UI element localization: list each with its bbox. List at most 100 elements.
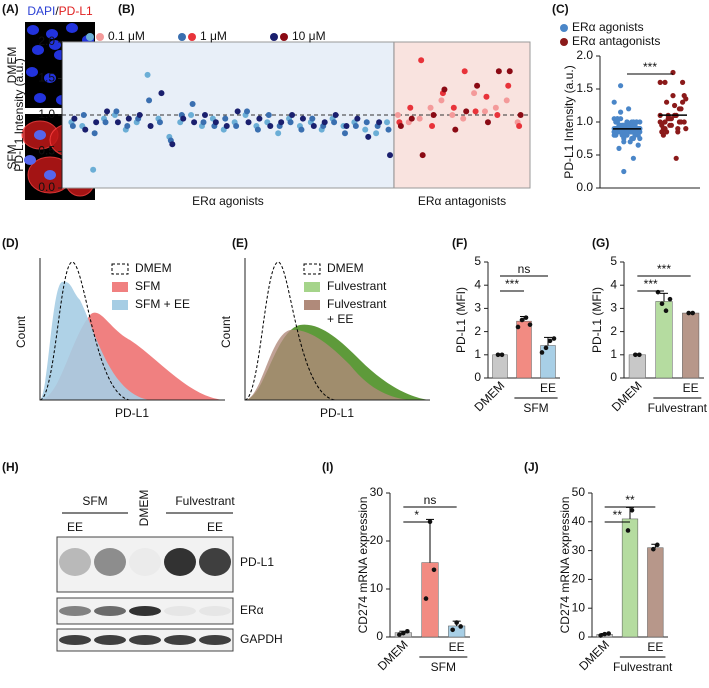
y-axis-label: PD-L1 (MFI) bbox=[454, 287, 468, 353]
point bbox=[678, 106, 684, 112]
point bbox=[505, 82, 512, 89]
legend-swatch bbox=[304, 282, 320, 292]
point bbox=[394, 112, 401, 118]
legend-label: ERα antagonists bbox=[572, 34, 660, 48]
significance-label: * bbox=[414, 508, 419, 522]
x-axis-label: PD-L1 bbox=[115, 406, 149, 420]
band bbox=[59, 606, 91, 616]
point bbox=[672, 102, 678, 109]
point bbox=[423, 596, 429, 601]
point bbox=[598, 633, 603, 638]
legend-label: Fulvestrant bbox=[327, 279, 387, 293]
point bbox=[125, 115, 132, 122]
nucleus bbox=[34, 130, 46, 140]
y-tick-label: 0 bbox=[376, 629, 383, 643]
point bbox=[474, 82, 481, 89]
panel-label: (H) bbox=[2, 460, 19, 474]
band bbox=[164, 548, 196, 576]
band bbox=[199, 548, 231, 576]
band bbox=[59, 548, 91, 576]
point bbox=[667, 296, 673, 302]
point bbox=[362, 126, 369, 133]
y-tick-label: 2 bbox=[610, 324, 617, 338]
y-tick-label: 0 bbox=[578, 629, 585, 643]
y-tick-label: 3 bbox=[474, 301, 481, 315]
point bbox=[662, 119, 668, 125]
point bbox=[551, 336, 557, 341]
point bbox=[299, 115, 306, 122]
point bbox=[495, 352, 501, 358]
point bbox=[136, 112, 143, 118]
point bbox=[655, 542, 660, 548]
legend-dot bbox=[96, 33, 104, 41]
point bbox=[441, 86, 448, 93]
x-tick-label: EE bbox=[540, 381, 556, 395]
band bbox=[59, 635, 91, 645]
point bbox=[472, 108, 479, 115]
stain: PD-L1 bbox=[59, 4, 93, 18]
panel-label: (I) bbox=[322, 460, 333, 474]
axis bbox=[244, 258, 430, 401]
legend-label: 0.1 μM bbox=[108, 29, 145, 43]
panel-label: (G) bbox=[592, 236, 609, 250]
point bbox=[629, 507, 635, 513]
point bbox=[407, 104, 414, 111]
legend-dot bbox=[280, 33, 288, 41]
point bbox=[287, 119, 294, 126]
point bbox=[200, 119, 207, 126]
point bbox=[683, 126, 689, 132]
point bbox=[616, 122, 622, 128]
point bbox=[69, 122, 76, 129]
point bbox=[547, 338, 553, 344]
point bbox=[659, 301, 665, 307]
point bbox=[310, 122, 317, 129]
point bbox=[616, 145, 622, 151]
band bbox=[164, 606, 196, 616]
bar bbox=[621, 518, 639, 638]
band bbox=[94, 548, 126, 576]
point bbox=[431, 567, 437, 573]
point bbox=[461, 68, 468, 75]
point bbox=[169, 141, 176, 148]
legend-dot bbox=[86, 33, 94, 41]
y-axis-label: CD274 mRNA expression bbox=[558, 497, 572, 634]
point bbox=[633, 352, 638, 358]
panel-label: (D) bbox=[2, 236, 19, 250]
point bbox=[664, 129, 670, 135]
point bbox=[618, 116, 624, 122]
point bbox=[690, 310, 695, 316]
y-tick-label: 3 bbox=[610, 301, 617, 315]
point bbox=[668, 122, 675, 128]
point bbox=[384, 119, 391, 126]
band-label: ERα bbox=[240, 603, 264, 617]
point bbox=[341, 130, 348, 137]
point bbox=[519, 317, 525, 323]
point bbox=[321, 119, 328, 126]
y-axis-label: Count bbox=[14, 315, 28, 348]
point bbox=[331, 119, 338, 126]
point bbox=[201, 112, 208, 118]
point bbox=[405, 628, 410, 634]
point bbox=[657, 79, 663, 85]
point bbox=[102, 119, 109, 126]
point bbox=[611, 99, 617, 105]
point bbox=[343, 122, 350, 129]
y-tick-label: 50 bbox=[572, 485, 586, 499]
significance-label: *** bbox=[643, 60, 657, 74]
significance-label: *** bbox=[505, 277, 519, 291]
point bbox=[675, 126, 681, 132]
y-tick-label: 2 bbox=[474, 324, 481, 338]
band bbox=[129, 548, 161, 576]
point bbox=[222, 115, 229, 122]
point bbox=[267, 122, 274, 129]
panel-label: (E) bbox=[232, 236, 248, 250]
nucleus bbox=[32, 45, 44, 55]
point bbox=[680, 79, 686, 85]
condition-label: SFM bbox=[5, 144, 19, 169]
legend-swatch bbox=[303, 263, 321, 275]
legend-label: 1 μM bbox=[200, 29, 227, 43]
y-tick-label: 30 bbox=[572, 543, 586, 557]
point bbox=[664, 99, 670, 105]
stain-title: DAPI/PD-L1 bbox=[27, 4, 93, 18]
point bbox=[662, 79, 668, 85]
